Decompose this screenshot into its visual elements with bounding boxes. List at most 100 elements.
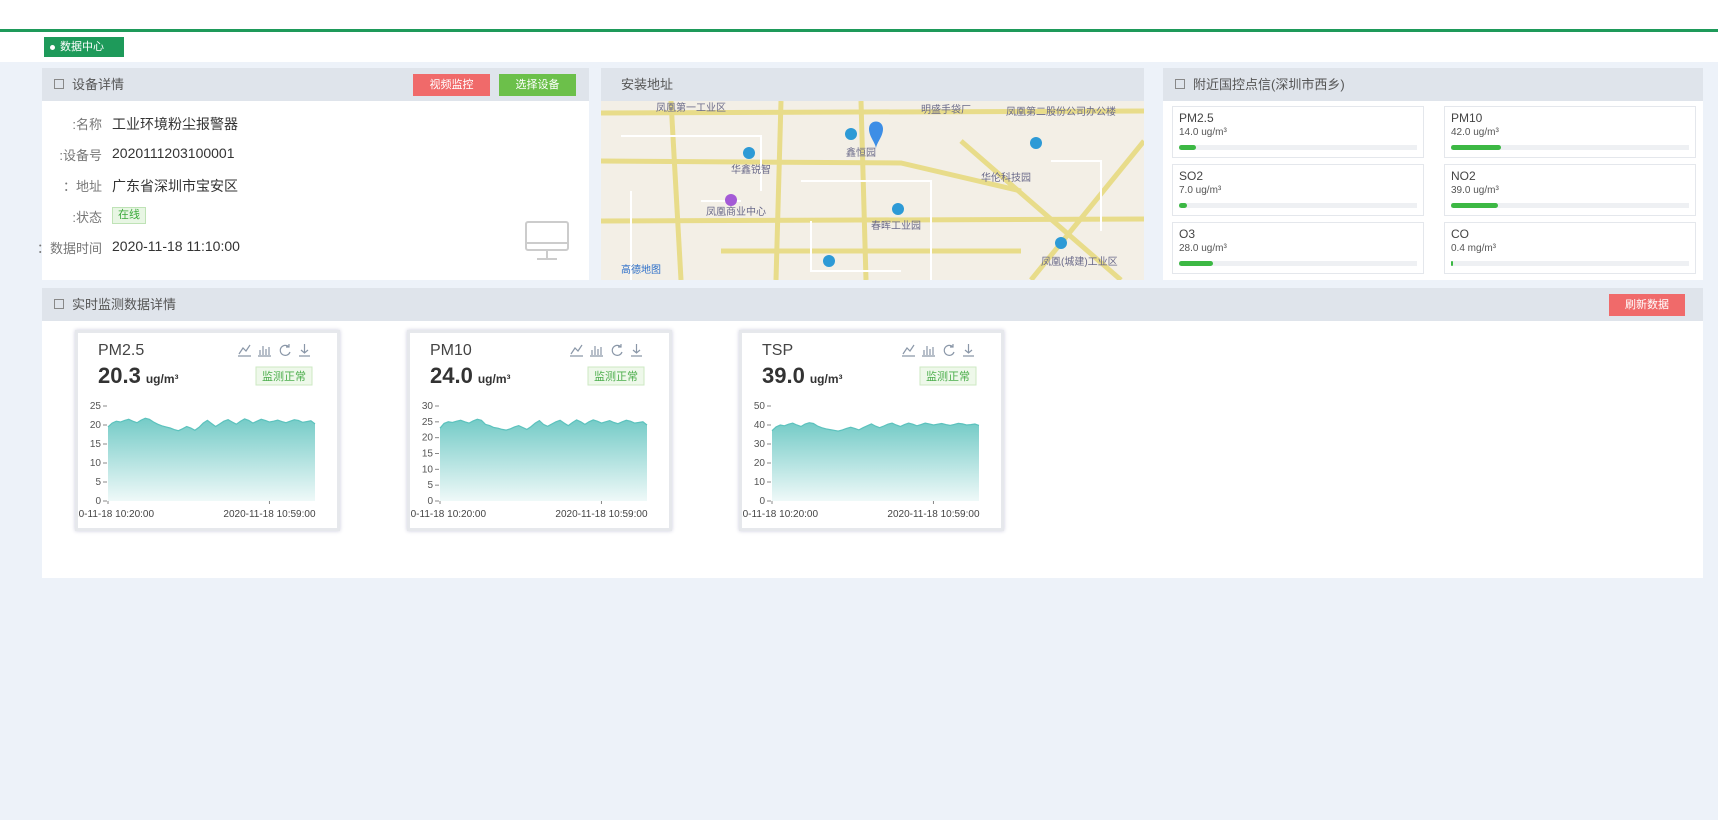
icon-path xyxy=(299,344,310,357)
status-badge xyxy=(587,366,645,386)
station-name: O3 xyxy=(1179,227,1196,241)
station-name: NO2 xyxy=(1451,169,1476,183)
map-label: 凤凰(城建)工业区 xyxy=(1041,255,1118,268)
station-value: 39.0 ug/m³ xyxy=(1451,185,1499,196)
chart-name: TSP xyxy=(762,342,793,359)
tool-icon[interactable] xyxy=(299,344,310,357)
current-value: 39.0 ug/m³ xyxy=(762,363,843,388)
x-tick-label: 2020-11-18 10:20:00 xyxy=(78,509,154,520)
chart: TSP 39.0 ug/m³ 监测正常 0 10 20 30 40 50 2020-11-18 10… xyxy=(742,342,980,520)
current-value: 20.3 ug/m³ xyxy=(98,363,179,388)
tool-icon[interactable] xyxy=(902,344,915,357)
tab[interactable]: 数据中心 xyxy=(44,37,124,57)
tool-icon[interactable] xyxy=(590,346,603,357)
panel-title: 实时监测数据详情 xyxy=(72,297,177,312)
current-number: 39.0 xyxy=(762,363,805,388)
y-tick-label: 20 xyxy=(90,420,102,431)
y-tick-label: 40 xyxy=(754,420,766,431)
tool-icon[interactable] xyxy=(279,344,291,356)
tab-label: 数据中心 xyxy=(60,41,104,53)
map-label: 高德地图 xyxy=(621,263,661,276)
icon-path xyxy=(963,344,974,357)
tool-icon[interactable] xyxy=(963,344,974,357)
progress-bar xyxy=(1451,145,1502,150)
map-panel: 安装地址 凤凰第一工业区 明盛手袋厂 凤凰第二股份公司办公楼 华鑫锐智 鑫恒园 华伦科技园… xyxy=(601,68,1144,280)
x-tick-label: 2020-11-18 10:59:00 xyxy=(887,509,980,520)
realtime-panel: 实时监测数据详情 刷新数据 PM2.5 20.3 ug/m³ 监测正常 0 5 10 15 20… xyxy=(42,288,1703,578)
y-tick-label: 50 xyxy=(754,401,766,412)
tool-icon[interactable] xyxy=(922,346,935,357)
tool-icon[interactable] xyxy=(943,344,955,356)
y-tick-label: 0 xyxy=(759,496,765,507)
station-value: 0.4 mg/m³ xyxy=(1451,243,1497,254)
status-badge xyxy=(919,366,977,386)
station-card: NO2 39.0 ug/m³ xyxy=(1444,164,1696,216)
line xyxy=(107,417,316,432)
map-label: 华鑫锐智 xyxy=(731,163,771,176)
y-tick-label: 10 xyxy=(422,464,434,475)
station-panel: 附近国控点信(深圳市西乡) PM2.5 14.0 ug/m³ PM10 42.0 ug… xyxy=(1163,68,1703,280)
progress-track xyxy=(1179,203,1417,208)
y-tick-label: 30 xyxy=(422,401,434,412)
icon-path xyxy=(590,346,603,357)
x-tick-label: 2020-11-18 10:59:00 xyxy=(223,509,316,520)
icon-path xyxy=(631,344,642,357)
current-value: 24.0 ug/m³ xyxy=(430,363,511,388)
chart-name: PM2.5 xyxy=(98,342,144,359)
tool-icon[interactable] xyxy=(611,344,623,356)
map-label: 春晖工业园 xyxy=(871,220,921,232)
status-text: 监测正常 xyxy=(262,370,306,383)
panel-header: 附近国控点信(深圳市西乡) xyxy=(1163,68,1703,101)
y-tick-label: 5 xyxy=(427,480,433,491)
chart: PM2.5 20.3 ug/m³ 监测正常 0 5 10 15 20 25 2020-11-18 1… xyxy=(78,342,316,520)
current-unit: ug/m³ xyxy=(146,372,179,386)
progress-bar xyxy=(1451,261,1453,266)
map-label: 鑫恒园 xyxy=(846,146,876,159)
map-label: 凤凰商业中心 xyxy=(706,205,766,218)
tool-icon[interactable] xyxy=(570,344,583,357)
chart: PM10 24.0 ug/m³ 监测正常 0 5 10 15 20 25 30 2020-11-18 … xyxy=(410,342,648,520)
status-text: 监测正常 xyxy=(926,370,970,383)
x-tick-label: 2020-11-18 10:20:00 xyxy=(742,509,818,520)
y-tick-label: 10 xyxy=(754,477,766,488)
station-value: 14.0 ug/m³ xyxy=(1179,127,1227,138)
progress-track xyxy=(1179,261,1417,266)
header-icon xyxy=(54,299,64,309)
panel-title: 附近国控点信(深圳市西乡) xyxy=(1193,77,1345,92)
tool-icon[interactable] xyxy=(238,344,251,357)
station-name: PM2.5 xyxy=(1179,111,1214,125)
station-card: PM2.5 14.0 ug/m³ xyxy=(1172,106,1424,158)
current-number: 20.3 xyxy=(98,363,141,388)
progress-track xyxy=(1451,203,1689,208)
current-number: 24.0 xyxy=(430,363,473,388)
y-tick-label: 25 xyxy=(90,401,102,412)
y-tick-label: 20 xyxy=(754,458,766,469)
x-tick-label: 2020-11-18 10:59:00 xyxy=(555,509,648,520)
icon-path xyxy=(922,346,935,357)
field-label: 设备号: xyxy=(59,148,102,163)
refresh-button[interactable]: 刷新数据 xyxy=(1609,294,1685,316)
icon-path xyxy=(279,344,291,356)
chart-name: PM10 xyxy=(430,342,472,359)
line xyxy=(771,422,980,432)
map-label: 凤凰第二股份公司办公楼 xyxy=(1006,105,1116,118)
y-tick-label: 15 xyxy=(422,449,434,460)
progress-track xyxy=(1179,145,1417,150)
area xyxy=(440,419,647,501)
chart-card: TSP 39.0 ug/m³ 监测正常 0 10 20 30 40 50 2020-11-18 10… xyxy=(739,330,1004,531)
icon-path xyxy=(258,346,271,357)
select-button[interactable]: 选择设备 xyxy=(499,74,576,96)
y-tick-label: 15 xyxy=(90,439,102,450)
tab-dot xyxy=(50,45,55,50)
y-tick-label: 30 xyxy=(754,439,766,450)
station-card: SO2 7.0 ug/m³ xyxy=(1172,164,1424,216)
y-tick-label: 20 xyxy=(422,433,434,444)
tool-icon[interactable] xyxy=(631,344,642,357)
area xyxy=(772,422,979,501)
video-button[interactable]: 视频监控 xyxy=(413,74,490,96)
top-bar xyxy=(0,29,1718,32)
station-value: 42.0 ug/m³ xyxy=(1451,127,1499,138)
tool-icon[interactable] xyxy=(258,346,271,357)
station-card: O3 28.0 ug/m³ xyxy=(1172,222,1424,274)
